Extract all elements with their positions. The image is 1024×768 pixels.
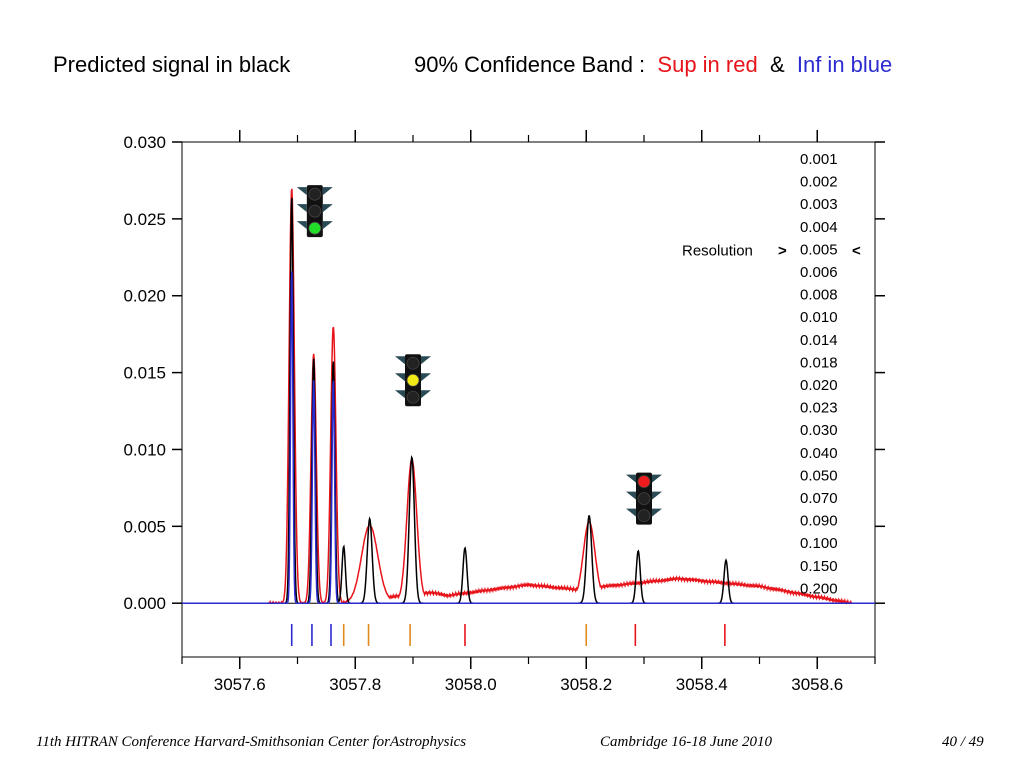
traffic-light-lamp bbox=[406, 390, 420, 404]
x-tick-label: 3057.6 bbox=[214, 675, 266, 694]
traffic-light-visor bbox=[395, 373, 405, 382]
line-position-markers bbox=[290, 624, 726, 646]
x-tick-label: 3058.0 bbox=[445, 675, 497, 694]
traffic-light-visor bbox=[421, 356, 431, 365]
y-tick-labels: 0.000 0.005 0.010 0.015 0.020 0.025 0.030 bbox=[123, 133, 166, 613]
spectrum-curves bbox=[182, 188, 875, 605]
x-tick-label: 3058.6 bbox=[791, 675, 843, 694]
resolution-list: 0.001 0.002 0.003 0.004 0.005 Resolution > <0.0… bbox=[682, 151, 861, 597]
y-tick-label: 0.030 bbox=[123, 133, 166, 152]
traffic-light-lamp bbox=[637, 509, 651, 523]
legend-amp: & bbox=[769, 52, 785, 77]
resolution-close-bracket: < bbox=[852, 242, 861, 259]
traffic-light-visor bbox=[322, 221, 333, 230]
traffic-light-visor bbox=[395, 356, 405, 365]
resolution-open-bracket: > bbox=[778, 242, 787, 259]
y-tick-label: 0.020 bbox=[123, 287, 166, 306]
resolution-value: 0.040 bbox=[800, 445, 838, 462]
legend-sup: Sup in red bbox=[657, 52, 758, 77]
traffic-light-visor bbox=[322, 204, 333, 213]
series-inf bbox=[182, 271, 875, 604]
traffic-light-lamp bbox=[308, 221, 322, 235]
resolution-value: 0.001 bbox=[800, 151, 838, 168]
traffic-light-visor bbox=[296, 187, 307, 196]
traffic-light-lamp bbox=[637, 492, 651, 506]
resolution-value: 0.100 bbox=[800, 535, 838, 552]
resolution-value: 0.018 bbox=[800, 354, 838, 371]
traffic-light-visor bbox=[652, 508, 662, 517]
traffic-light-visor bbox=[395, 390, 405, 399]
series-sup bbox=[182, 188, 875, 605]
resolution-value: 0.003 bbox=[800, 196, 838, 213]
header-right-legend: 90% Confidence Band : Sup in red & Inf i… bbox=[414, 52, 892, 78]
traffic-light-lamp bbox=[637, 475, 651, 489]
traffic-light-visor bbox=[296, 204, 307, 213]
legend-inf: Inf in blue bbox=[796, 52, 893, 77]
traffic-light-lamp bbox=[406, 356, 420, 370]
traffic-light-visor bbox=[296, 221, 307, 230]
traffic-light-visor bbox=[626, 508, 636, 517]
traffic-light-visor bbox=[652, 474, 662, 483]
resolution-value: 0.004 bbox=[800, 219, 838, 236]
footer-conference: 11th HITRAN Conference Harvard-Smithsoni… bbox=[36, 734, 467, 750]
traffic-light-visor bbox=[421, 390, 431, 399]
y-tick-label: 0.005 bbox=[123, 517, 166, 536]
resolution-value: 0.030 bbox=[800, 422, 838, 439]
traffic-light-visor bbox=[626, 491, 636, 500]
x-tick-label: 3058.4 bbox=[676, 675, 728, 694]
resolution-value: 0.070 bbox=[800, 490, 838, 507]
traffic-light-red-icon bbox=[626, 472, 662, 525]
resolution-value: 0.008 bbox=[800, 287, 838, 304]
traffic-light-visor bbox=[322, 187, 333, 196]
y-tick-label: 0.025 bbox=[123, 210, 166, 229]
traffic-light-yellow-icon bbox=[395, 354, 431, 407]
resolution-value: 0.002 bbox=[800, 174, 838, 191]
footer-page-number: 40 / 49 bbox=[942, 734, 984, 750]
resolution-label: Resolution bbox=[682, 242, 753, 259]
resolution-value: 0.006 bbox=[800, 264, 838, 281]
resolution-value: 0.020 bbox=[800, 377, 838, 394]
traffic-light-lamp bbox=[308, 204, 322, 218]
x-tick-label: 3057.8 bbox=[329, 675, 381, 694]
resolution-value: 0.050 bbox=[800, 467, 838, 484]
y-tick-label: 0.000 bbox=[123, 594, 166, 613]
footer-location-date: Cambridge 16-18 June 2010 bbox=[600, 734, 773, 750]
x-tick-labels: 3057.6 3057.8 3058.0 3058.2 3058.4 3058.6 bbox=[214, 675, 844, 694]
resolution-value: 0.090 bbox=[800, 513, 838, 530]
resolution-value: 0.023 bbox=[800, 400, 838, 417]
y-tick-label: 0.010 bbox=[123, 440, 166, 459]
resolution-value: 0.010 bbox=[800, 309, 838, 326]
resolution-value: 0.005 bbox=[800, 241, 838, 258]
traffic-light-visor bbox=[421, 373, 431, 382]
traffic-light-lamp bbox=[406, 373, 420, 387]
legend-prefix: 90% Confidence Band : bbox=[414, 52, 646, 77]
traffic-light-green-icon bbox=[296, 185, 333, 238]
header-left-title: Predicted signal in black bbox=[53, 52, 291, 77]
traffic-lights bbox=[296, 185, 662, 525]
resolution-value: 0.014 bbox=[800, 332, 838, 349]
traffic-light-visor bbox=[652, 491, 662, 500]
traffic-light-lamp bbox=[308, 187, 322, 201]
y-tick-label: 0.015 bbox=[123, 364, 166, 383]
traffic-light-visor bbox=[626, 474, 636, 483]
resolution-value: 0.150 bbox=[800, 558, 838, 575]
x-tick-label: 3058.2 bbox=[560, 675, 612, 694]
resolution-value: 0.200 bbox=[800, 580, 838, 597]
